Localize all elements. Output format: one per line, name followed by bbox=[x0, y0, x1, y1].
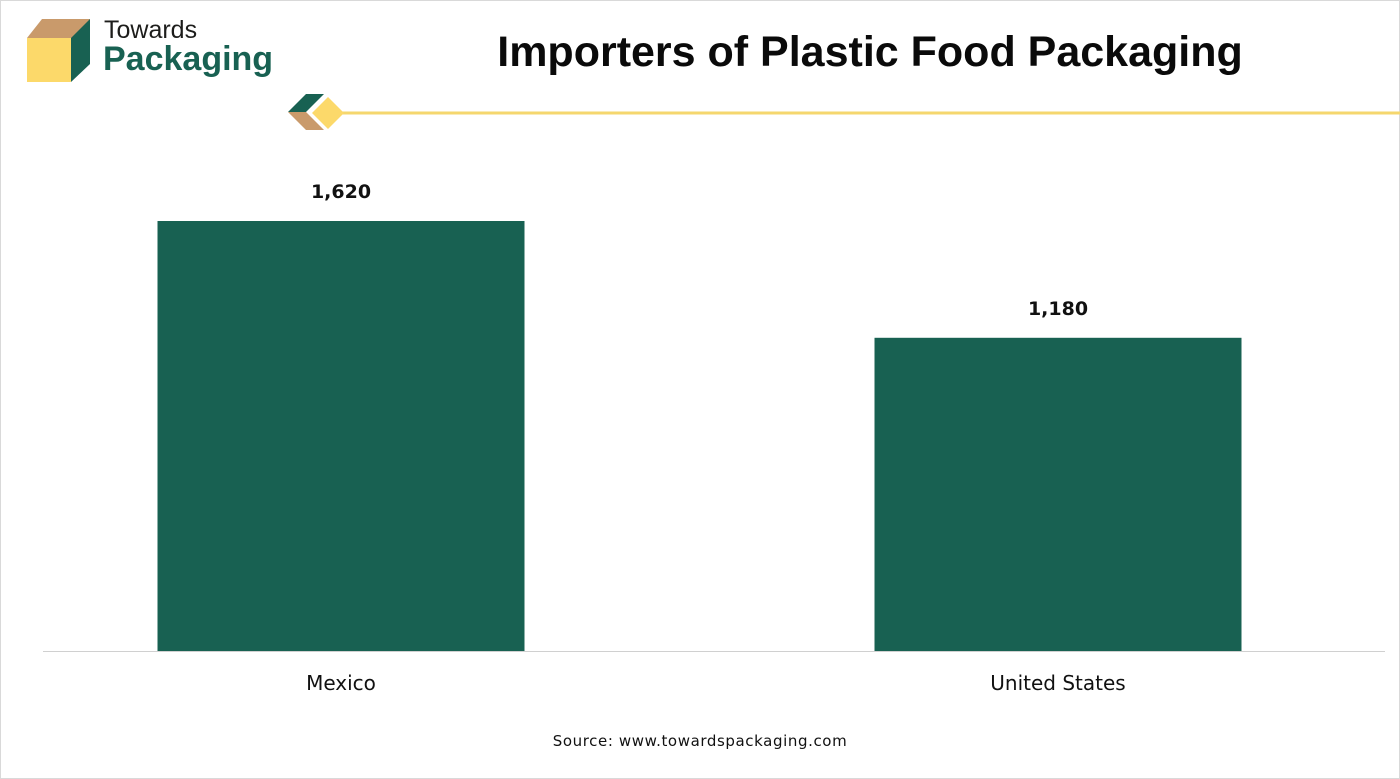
title-accent-decoration bbox=[288, 94, 1400, 130]
accent-diamond-green bbox=[288, 94, 324, 112]
accent-diamond-tan bbox=[288, 112, 324, 130]
category-label-mexico: Mexico bbox=[306, 671, 376, 695]
bar-united-states bbox=[874, 337, 1242, 651]
bar-mexico bbox=[157, 221, 525, 651]
logo-text-packaging: Packaging bbox=[103, 40, 274, 78]
data-label-mexico: 1,620 bbox=[311, 181, 371, 203]
towards-packaging-logo: Towards Packaging bbox=[24, 16, 284, 88]
source-note: Source: www.towardspackaging.com bbox=[552, 732, 848, 750]
box-logo-icon bbox=[27, 19, 90, 82]
chart-title: Importers of Plastic Food Packaging bbox=[497, 28, 1243, 76]
category-label-united-states: United States bbox=[990, 671, 1125, 695]
logo-text-towards: Towards bbox=[104, 16, 198, 44]
data-label-united-states: 1,180 bbox=[1028, 298, 1088, 320]
accent-diamond-yellow bbox=[312, 97, 344, 129]
